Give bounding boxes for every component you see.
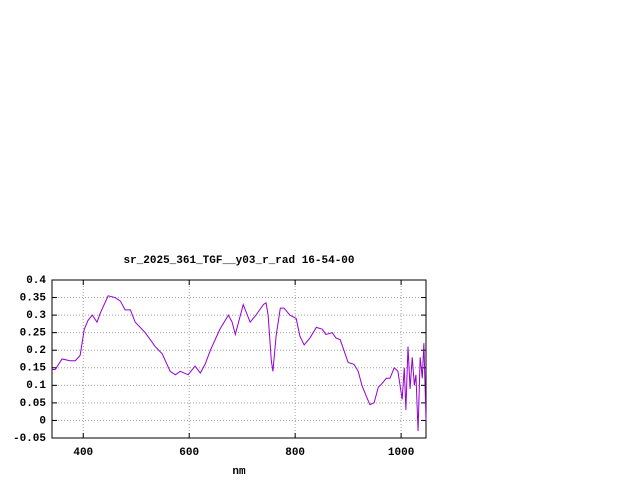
y-tick-label: -0.05 <box>13 433 46 445</box>
chart-title: sr_2025_361_TGF__y03_r_rad 16-54-00 <box>123 255 354 267</box>
x-tick-label: 800 <box>285 447 305 459</box>
plot-border <box>51 279 427 439</box>
y-tick-label: 0.05 <box>20 398 47 410</box>
y-tick-label: 0.25 <box>20 328 47 340</box>
y-tick-label: 0.4 <box>26 275 46 287</box>
x-tick-label: 600 <box>179 447 199 459</box>
x-axis-label: nm <box>232 466 246 478</box>
y-tick-label: 0.3 <box>26 310 46 322</box>
y-tick-label: 0.35 <box>20 292 47 304</box>
y-tick-label: 0 <box>39 415 46 427</box>
data-line <box>52 295 427 431</box>
y-tick-label: 0.15 <box>20 363 47 375</box>
y-tick-label: 0.1 <box>26 380 46 392</box>
x-tick-label: 400 <box>73 447 93 459</box>
x-tick-label: 1000 <box>388 447 414 459</box>
y-tick-label: 0.2 <box>26 345 46 357</box>
